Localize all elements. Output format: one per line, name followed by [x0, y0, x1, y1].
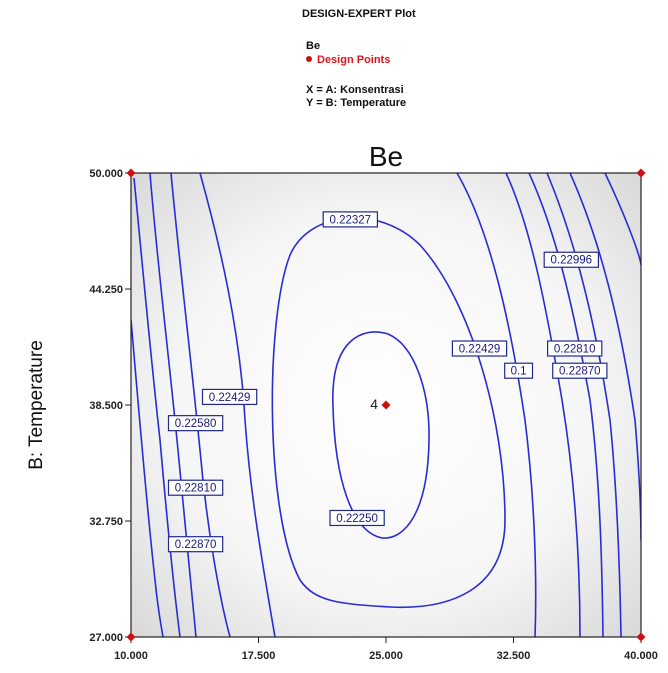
- y-tick-label: 50.000: [89, 168, 123, 180]
- contour-label-box: [201, 388, 258, 406]
- y-tick-label: 27.000: [89, 632, 123, 644]
- contour-label-box: [329, 509, 385, 527]
- contour-label: 0.22810: [554, 344, 596, 356]
- contour-label: 0.22429: [209, 392, 251, 404]
- contour-line: [131, 319, 164, 637]
- design-point: [126, 632, 136, 642]
- contour-label: 0.22327: [330, 214, 372, 226]
- x-axis: 10.000 17.500 25.000 32.500 40.000: [114, 637, 658, 662]
- contour-label: 0.22996: [551, 255, 593, 267]
- contour-line: [505, 173, 581, 637]
- contour-line: [149, 173, 197, 637]
- contour-label: 0.22870: [175, 539, 217, 551]
- contour-label: 0.22810: [175, 483, 217, 495]
- y-axis-label: B: Temperature: [26, 340, 47, 470]
- y-factor-definition: Y = B: Temperature: [306, 97, 407, 109]
- design-points-legend: Design Points: [306, 54, 390, 66]
- contour-label: 0.22870: [559, 366, 601, 378]
- contour-line: [456, 173, 537, 637]
- x-tick-label: 17.500: [242, 650, 276, 662]
- contour-line: [528, 173, 604, 637]
- design-point: [381, 400, 391, 410]
- y-axis: 27.000 32.750 38.500 44.250 50.000: [89, 168, 131, 644]
- contour-line: [199, 173, 276, 637]
- response-name: Be: [306, 40, 321, 52]
- design-point: [126, 168, 136, 178]
- contour-label: 0.22580: [175, 418, 217, 430]
- chart-title: Be: [369, 141, 403, 172]
- contour-label-box: [543, 251, 600, 268]
- contour-label-box: [322, 211, 379, 228]
- contour-label-box: [546, 340, 603, 357]
- x-tick-label: 32.500: [497, 650, 531, 662]
- contour-label-box: [552, 362, 608, 379]
- contour-label: 0.22429: [459, 344, 501, 356]
- x-factor-definition: X = A: Konsentrasi: [306, 84, 404, 96]
- design-points-legend-label: Design Points: [317, 54, 391, 66]
- contour-label: 0.1: [511, 366, 527, 378]
- contour-label-box: [504, 362, 534, 379]
- design-point: [636, 168, 646, 178]
- contour-line: [170, 173, 231, 637]
- contour-labels: 0.22327 0.22996 0.22429 0.22810 0.1 0.22870 0.…: [167, 211, 608, 553]
- y-tick-label: 32.750: [89, 516, 123, 528]
- contour-label: 0.22250: [336, 513, 378, 525]
- design-point: [636, 632, 646, 642]
- y-tick-label: 38.500: [89, 400, 123, 412]
- y-tick-label: 44.250: [89, 284, 123, 296]
- contour-line: [546, 173, 622, 637]
- x-tick-label: 25.000: [369, 650, 403, 662]
- contour-line: [604, 173, 641, 266]
- contour-label-box: [451, 340, 508, 357]
- software-title: DESIGN-EXPERT Plot: [302, 8, 416, 20]
- contour-line: [569, 173, 641, 541]
- contour-label-box: [167, 415, 224, 432]
- contour-label-box: [167, 479, 224, 496]
- contour-line: [271, 217, 506, 609]
- x-tick-label: 10.000: [114, 650, 148, 662]
- x-tick-label: 40.000: [624, 650, 658, 662]
- design-point-count: 4: [370, 396, 378, 412]
- design-points: 4: [126, 168, 646, 642]
- contour-line: [133, 177, 181, 637]
- design-point-marker-icon: [306, 56, 312, 62]
- contour-label-box: [167, 536, 224, 553]
